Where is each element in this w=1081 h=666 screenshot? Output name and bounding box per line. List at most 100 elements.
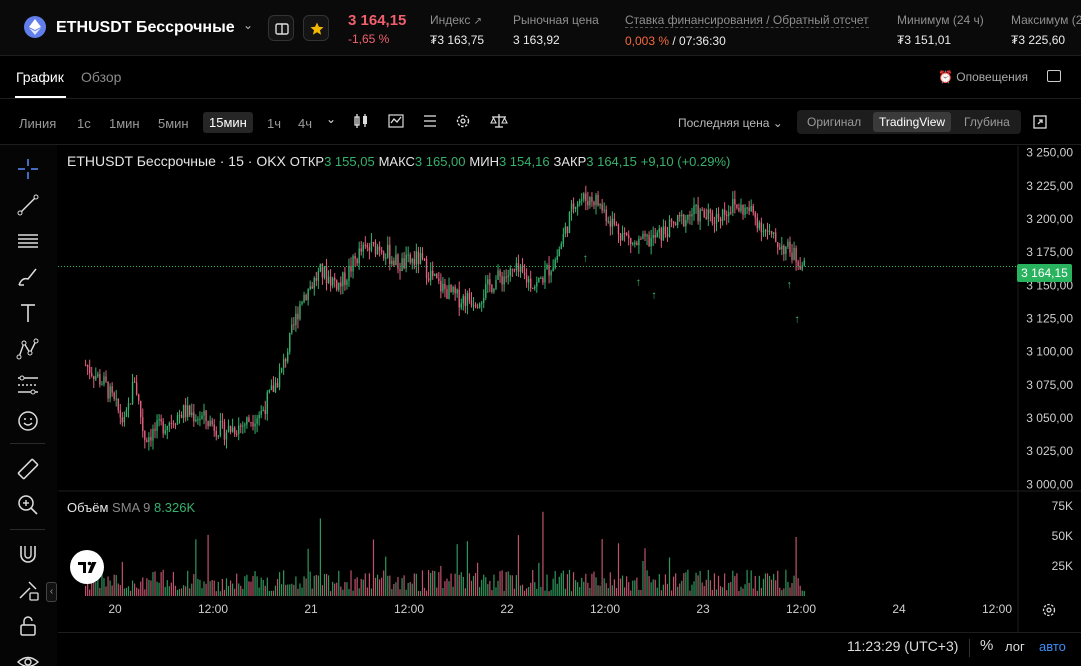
alerts-button[interactable]: ⏰ Оповещения: [938, 70, 1028, 84]
pattern-tool-icon[interactable]: [16, 337, 40, 361]
timeframe-1min[interactable]: 1мин: [109, 116, 140, 131]
candle-body: [493, 288, 495, 292]
candle-body: [276, 382, 279, 388]
timeframe-5min[interactable]: 5мин: [158, 116, 189, 131]
prediction-tool-icon[interactable]: [16, 373, 40, 397]
volume-bar: [183, 585, 185, 596]
stat-index[interactable]: Индекс ↗ ₮3 163,75: [430, 13, 485, 47]
list-icon[interactable]: [422, 113, 438, 133]
candle-type-icon[interactable]: [353, 113, 369, 133]
volume-bar: [160, 572, 162, 596]
view-tradingview[interactable]: TradingView: [873, 112, 952, 132]
price-axis-label: 3 225,00: [1026, 179, 1073, 193]
volume-bar: [268, 590, 270, 596]
candle-body: [154, 428, 156, 431]
candle-body: [593, 201, 595, 206]
time-axis-label: 12:00: [982, 602, 1012, 616]
volume-bar: [768, 575, 771, 596]
volume-bar: [393, 584, 395, 596]
settings-gear-icon[interactable]: [455, 113, 471, 133]
volume-bar: [250, 581, 252, 596]
volume-bar: [511, 575, 513, 596]
fullscreen-icon[interactable]: [1033, 115, 1047, 129]
volume-bar: [103, 578, 105, 596]
book-icon[interactable]: [268, 15, 294, 41]
view-depth[interactable]: Глубина: [964, 115, 1010, 129]
view-original[interactable]: Оригинал: [807, 115, 862, 129]
eye-icon[interactable]: [16, 650, 40, 666]
candle-body: [121, 417, 124, 423]
timeframe-line[interactable]: Линия: [19, 116, 57, 131]
candle-body: [95, 376, 97, 380]
layout-toggle-icon[interactable]: [1047, 70, 1061, 82]
candle-body: [429, 270, 432, 281]
volume-bar: [127, 586, 130, 596]
clock-timezone[interactable]: 11:23:29 (UTC+3): [847, 638, 959, 654]
candle-body: [525, 275, 528, 283]
indicators-icon[interactable]: [388, 113, 404, 133]
candle-body: [319, 263, 322, 272]
candle-body: [758, 222, 761, 229]
percent-scale-toggle[interactable]: %: [980, 637, 994, 654]
emoji-icon[interactable]: [16, 409, 40, 433]
symbol-title[interactable]: ETHUSDT Бессрочные: [56, 19, 235, 36]
volume-bar: [246, 574, 248, 596]
zoom-in-icon[interactable]: [16, 493, 40, 517]
collapse-toolbar-button[interactable]: ‹: [46, 582, 57, 602]
timeframe-1h[interactable]: 1ч: [267, 116, 282, 131]
volume-bar: [142, 577, 144, 596]
volume-bar: [793, 575, 795, 596]
stat-funding-rate[interactable]: Ставка финансирования / Обратный отсчет …: [625, 13, 869, 48]
volume-bar: [668, 557, 671, 596]
timeframe-4h[interactable]: 4ч: [298, 116, 313, 131]
timeframe-more-icon[interactable]: ⌄: [326, 112, 337, 126]
candle-body: [266, 392, 269, 414]
candle-body: [570, 203, 573, 213]
volume-bar: [587, 582, 589, 596]
horizontal-lines-icon[interactable]: [16, 229, 40, 253]
auto-scale-toggle[interactable]: авто: [1039, 639, 1066, 654]
tab-overview[interactable]: Обзор: [81, 69, 122, 85]
candle-body: [342, 272, 344, 287]
trend-line-icon[interactable]: [16, 193, 40, 217]
volume-bar: [552, 578, 554, 596]
volume-bar: [413, 573, 415, 596]
magnet-icon[interactable]: [16, 542, 40, 566]
ruler-icon[interactable]: [16, 457, 40, 481]
volume-bar: [752, 588, 754, 596]
candle-body: [576, 203, 579, 208]
chart-settings-gear-icon[interactable]: [1041, 602, 1057, 618]
price-axis-label: 3 075,00: [1026, 378, 1073, 392]
volume-bar: [311, 588, 313, 596]
volume-bar: [140, 581, 142, 596]
timeframe-15min[interactable]: 15мин: [203, 112, 253, 133]
timeframe-1s[interactable]: 1с: [77, 116, 91, 131]
price-source-select[interactable]: Последняя цена ⌄: [678, 116, 783, 130]
volume-bar: [387, 575, 389, 596]
candle-body: [446, 289, 448, 299]
candle-body: [399, 268, 401, 271]
volume-bar: [607, 587, 609, 596]
volume-bar: [493, 574, 495, 596]
candle-body: [268, 390, 271, 393]
volume-bar: [203, 581, 205, 596]
favorite-star-icon[interactable]: [303, 15, 329, 41]
volume-bar: [338, 570, 340, 596]
volume-bar: [323, 573, 326, 596]
crosshair-icon[interactable]: [16, 157, 40, 181]
log-scale-toggle[interactable]: лог: [1005, 639, 1025, 654]
candle-body: [344, 272, 346, 285]
candle-body: [105, 376, 107, 382]
brush-icon[interactable]: [16, 265, 40, 289]
text-tool-icon[interactable]: [16, 301, 40, 325]
tradingview-logo-icon[interactable]: [70, 550, 104, 584]
tab-chart[interactable]: График: [16, 69, 64, 85]
compare-scale-icon[interactable]: [490, 113, 508, 133]
candle-body: [458, 289, 460, 308]
volume-bar: [777, 570, 779, 596]
lock-drawing-icon[interactable]: [16, 578, 40, 602]
volume-bar: [221, 578, 223, 596]
price-chart[interactable]: 3 250,003 225,003 200,003 175,003 150,00…: [58, 146, 1081, 632]
lock-icon[interactable]: [16, 614, 40, 638]
chevron-down-icon[interactable]: ⌄: [243, 18, 254, 32]
